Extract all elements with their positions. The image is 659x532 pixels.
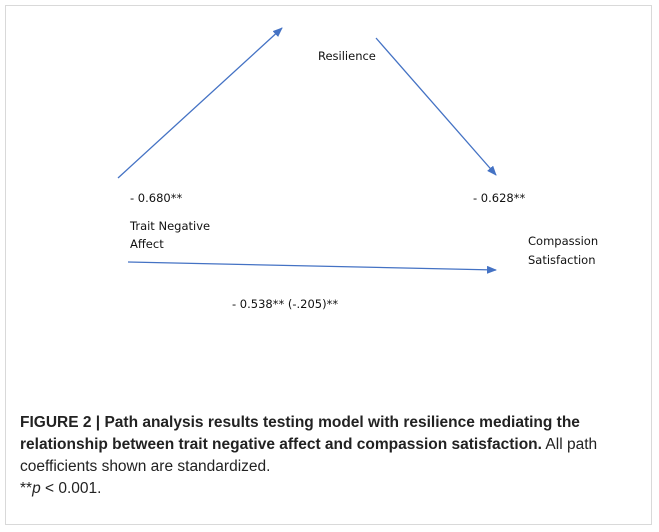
caption-text: All path coefficients shown are standard… [20, 436, 598, 475]
edge-label: - 0.538** (-.205)** [232, 297, 338, 311]
arrow [117, 27, 283, 179]
edge-label: - 0.680** [130, 191, 182, 205]
edge-label: - 0.628** [473, 191, 525, 205]
label-line: Affect [130, 237, 164, 251]
label-line: Compassion [528, 234, 598, 248]
arrow [375, 37, 497, 176]
note-rest: < 0.001. [45, 480, 102, 497]
arrow [127, 261, 497, 274]
note-stars: ** [20, 480, 33, 497]
label-line: Satisfaction [528, 253, 596, 267]
note-var: p [32, 480, 41, 497]
diagram: Resilience Trait Negative Affect Compassi… [117, 27, 598, 311]
caption: FIGURE 2 | Path analysis results testing… [20, 412, 640, 500]
caption-title: Path analysis results testing model with… [20, 414, 580, 453]
node-label: Compassion Satisfaction [528, 234, 598, 267]
caption-label: FIGURE 2 | [20, 414, 101, 431]
label-line: Trait Negative [129, 219, 210, 233]
node-label: Trait Negative Affect [129, 219, 210, 251]
node-label: Resilience [318, 49, 376, 63]
figure-frame [5, 5, 652, 525]
